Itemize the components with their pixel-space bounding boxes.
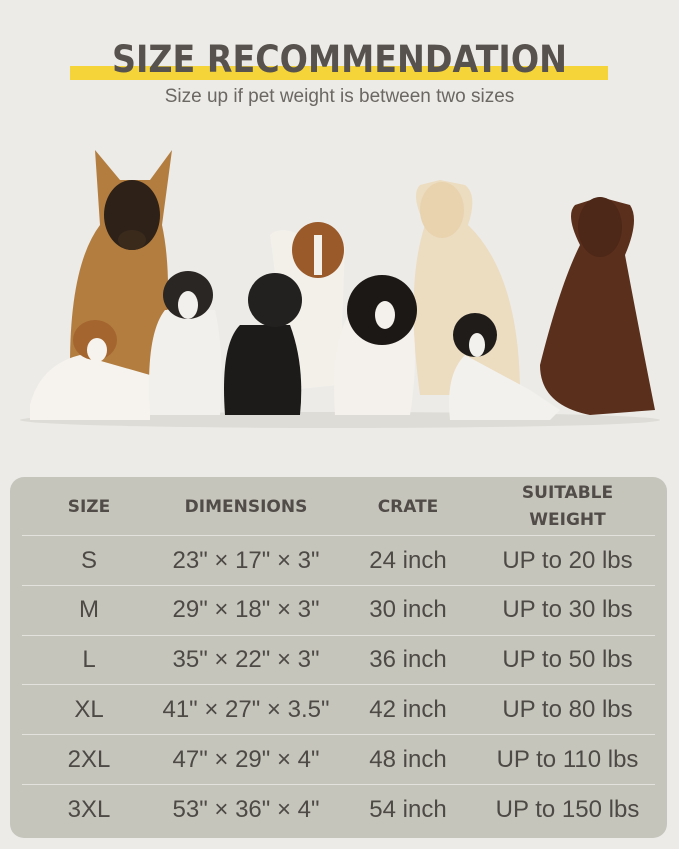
cell-weight: UP to 150 lbs [495,795,640,823]
header-dimensions: DIMENSIONS [184,496,308,517]
header-weight-line1: SUITABLE [521,483,614,503]
header-size: SIZE [67,496,111,517]
cavalier-spaniel-image [334,275,417,415]
cell-crate: 54 inch [369,795,447,823]
size-table: SIZE DIMENSIONS CRATE SUITABLE WEIGHT S 2… [10,477,667,838]
french-bulldog-black-image [224,273,302,415]
jack-russell-image [30,320,150,420]
header-weight-line2: WEIGHT [529,510,606,530]
chocolate-labrador-image [540,197,655,415]
cell-crate: 42 inch [369,695,447,723]
page-subtitle: Size up if pet weight is between two siz… [164,86,515,107]
cell-dimensions: 53" × 36" × 4" [172,795,320,823]
cell-size: XL [74,695,104,723]
cell-size: M [79,596,99,624]
table-row: S 23" × 17" × 3" 24 inch UP to 20 lbs [22,535,655,585]
table-row: 2XL 47" × 29" × 4" 48 inch UP to 110 lbs [22,734,655,784]
table-row: L 35" × 22" × 3" 36 inch UP to 50 lbs [22,634,655,685]
cell-crate: 30 inch [369,596,447,624]
cell-weight: UP to 30 lbs [502,596,633,624]
cell-dimensions: 23" × 17" × 3" [172,546,320,574]
cell-size: S [80,546,97,574]
cell-weight: UP to 20 lbs [502,546,633,574]
title-highlight [70,66,608,80]
cell-size: L [82,646,96,674]
table-row: XL 41" × 27" × 3.5" 42 inch UP to 80 lbs [22,684,655,734]
table-row: 3XL 53" × 36" × 4" 54 inch UP to 150 lbs [22,784,655,834]
header-suitable-weight: SUITABLE WEIGHT [480,480,655,534]
french-bulldog-lying-image [449,313,560,420]
cell-crate: 24 inch [369,546,447,574]
table-row: M 29" × 18" × 3" 30 inch UP to 30 lbs [22,584,655,635]
cell-dimensions: 35" × 22" × 3" [172,646,320,674]
dogs-group-photo [20,150,660,428]
cell-crate: 36 inch [369,646,447,674]
cell-weight: UP to 80 lbs [502,695,633,723]
cell-dimensions: 47" × 29" × 4" [172,745,320,773]
cell-weight: UP to 50 lbs [502,646,633,674]
table-header-row: SIZE DIMENSIONS CRATE SUITABLE WEIGHT [22,479,655,535]
french-bulldog-white-image [149,271,222,415]
cell-dimensions: 29" × 18" × 3" [172,596,320,624]
header-crate: CRATE [377,496,439,517]
cell-size: 3XL [67,795,111,823]
cell-weight: UP to 110 lbs [496,745,639,773]
cell-crate: 48 inch [369,745,447,773]
page-title: SIZE RECOMMENDATION [111,38,568,81]
cell-dimensions: 41" × 27" × 3.5" [162,695,330,723]
cell-size: 2XL [67,745,111,773]
